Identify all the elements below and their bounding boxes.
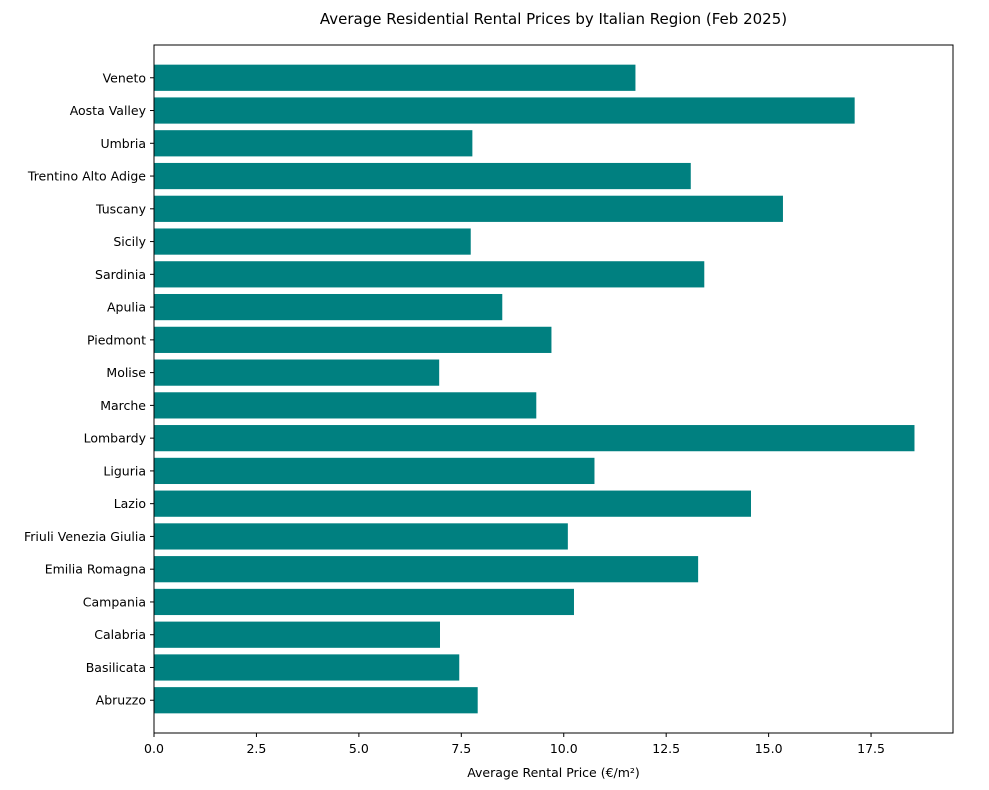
x-tick-label: 5.0 <box>349 741 369 756</box>
y-tick-label: Piedmont <box>87 332 146 347</box>
bar-lazio <box>154 490 751 517</box>
bar-emilia-romagna <box>154 556 699 583</box>
y-tick-label: Tuscany <box>95 201 147 216</box>
x-axis-title: Average Rental Price (€/m²) <box>467 765 640 780</box>
x-tick-label: 7.5 <box>451 741 471 756</box>
y-tick-label: Lombardy <box>84 431 147 446</box>
bar-liguria <box>154 457 595 485</box>
x-tick-label: 2.5 <box>246 741 266 756</box>
y-tick-label: Apulia <box>107 300 146 315</box>
y-tick-label: Basilicata <box>86 660 146 675</box>
y-tick-label: Lazio <box>114 496 146 511</box>
chart-title: Average Residential Rental Prices by Ita… <box>320 10 787 28</box>
x-tick-label: 10.0 <box>550 741 578 756</box>
y-axis-ticks: Abruzzo Basilicata Calabria Campania Emilia … <box>24 70 154 708</box>
y-tick-label: Umbria <box>100 136 146 151</box>
bar-piedmont <box>154 326 552 353</box>
bar-tuscany <box>154 195 783 222</box>
y-tick-label: Aosta Valley <box>70 103 147 118</box>
bar-trentino-alto-adige <box>154 162 691 190</box>
bars-layer <box>154 64 915 714</box>
bar-abruzzo <box>154 687 478 714</box>
bar-marche <box>154 392 537 419</box>
bar-aosta-valley <box>154 97 855 124</box>
y-tick-label: Liguria <box>103 463 146 478</box>
bar-apulia <box>154 293 503 321</box>
y-tick-label: Veneto <box>103 70 146 85</box>
y-tick-label: Marche <box>100 398 146 413</box>
bar-calabria <box>154 621 441 648</box>
plot-frame <box>153 44 954 734</box>
bar-friuli-venezia-giulia <box>154 523 568 550</box>
x-axis-ticks: 0.0 2.5 5.0 7.5 10.0 12.5 15.0 17.5 <box>144 733 885 756</box>
bar-umbria <box>154 130 473 157</box>
bar-sicily <box>154 228 471 255</box>
y-tick-label: Campania <box>83 594 146 609</box>
y-tick-label: Friuli Venezia Giulia <box>24 529 146 544</box>
y-tick-label: Sardinia <box>95 267 146 282</box>
bar-sardinia <box>154 261 705 288</box>
y-tick-label: Calabria <box>94 627 146 642</box>
x-tick-label: 17.5 <box>857 741 885 756</box>
bar-molise <box>154 359 440 386</box>
bar-campania <box>154 588 574 616</box>
y-tick-label: Emilia Romagna <box>45 562 146 577</box>
x-tick-label: 12.5 <box>652 741 680 756</box>
x-tick-label: 15.0 <box>755 741 783 756</box>
bar-lombardy <box>154 425 915 452</box>
y-tick-label: Sicily <box>113 234 146 249</box>
bar-veneto <box>154 64 636 91</box>
x-tick-label: 0.0 <box>144 741 164 756</box>
y-tick-label: Trentino Alto Adige <box>27 169 146 184</box>
y-tick-label: Abruzzo <box>96 693 146 708</box>
bar-basilicata <box>154 654 460 681</box>
y-tick-label: Molise <box>106 365 146 380</box>
